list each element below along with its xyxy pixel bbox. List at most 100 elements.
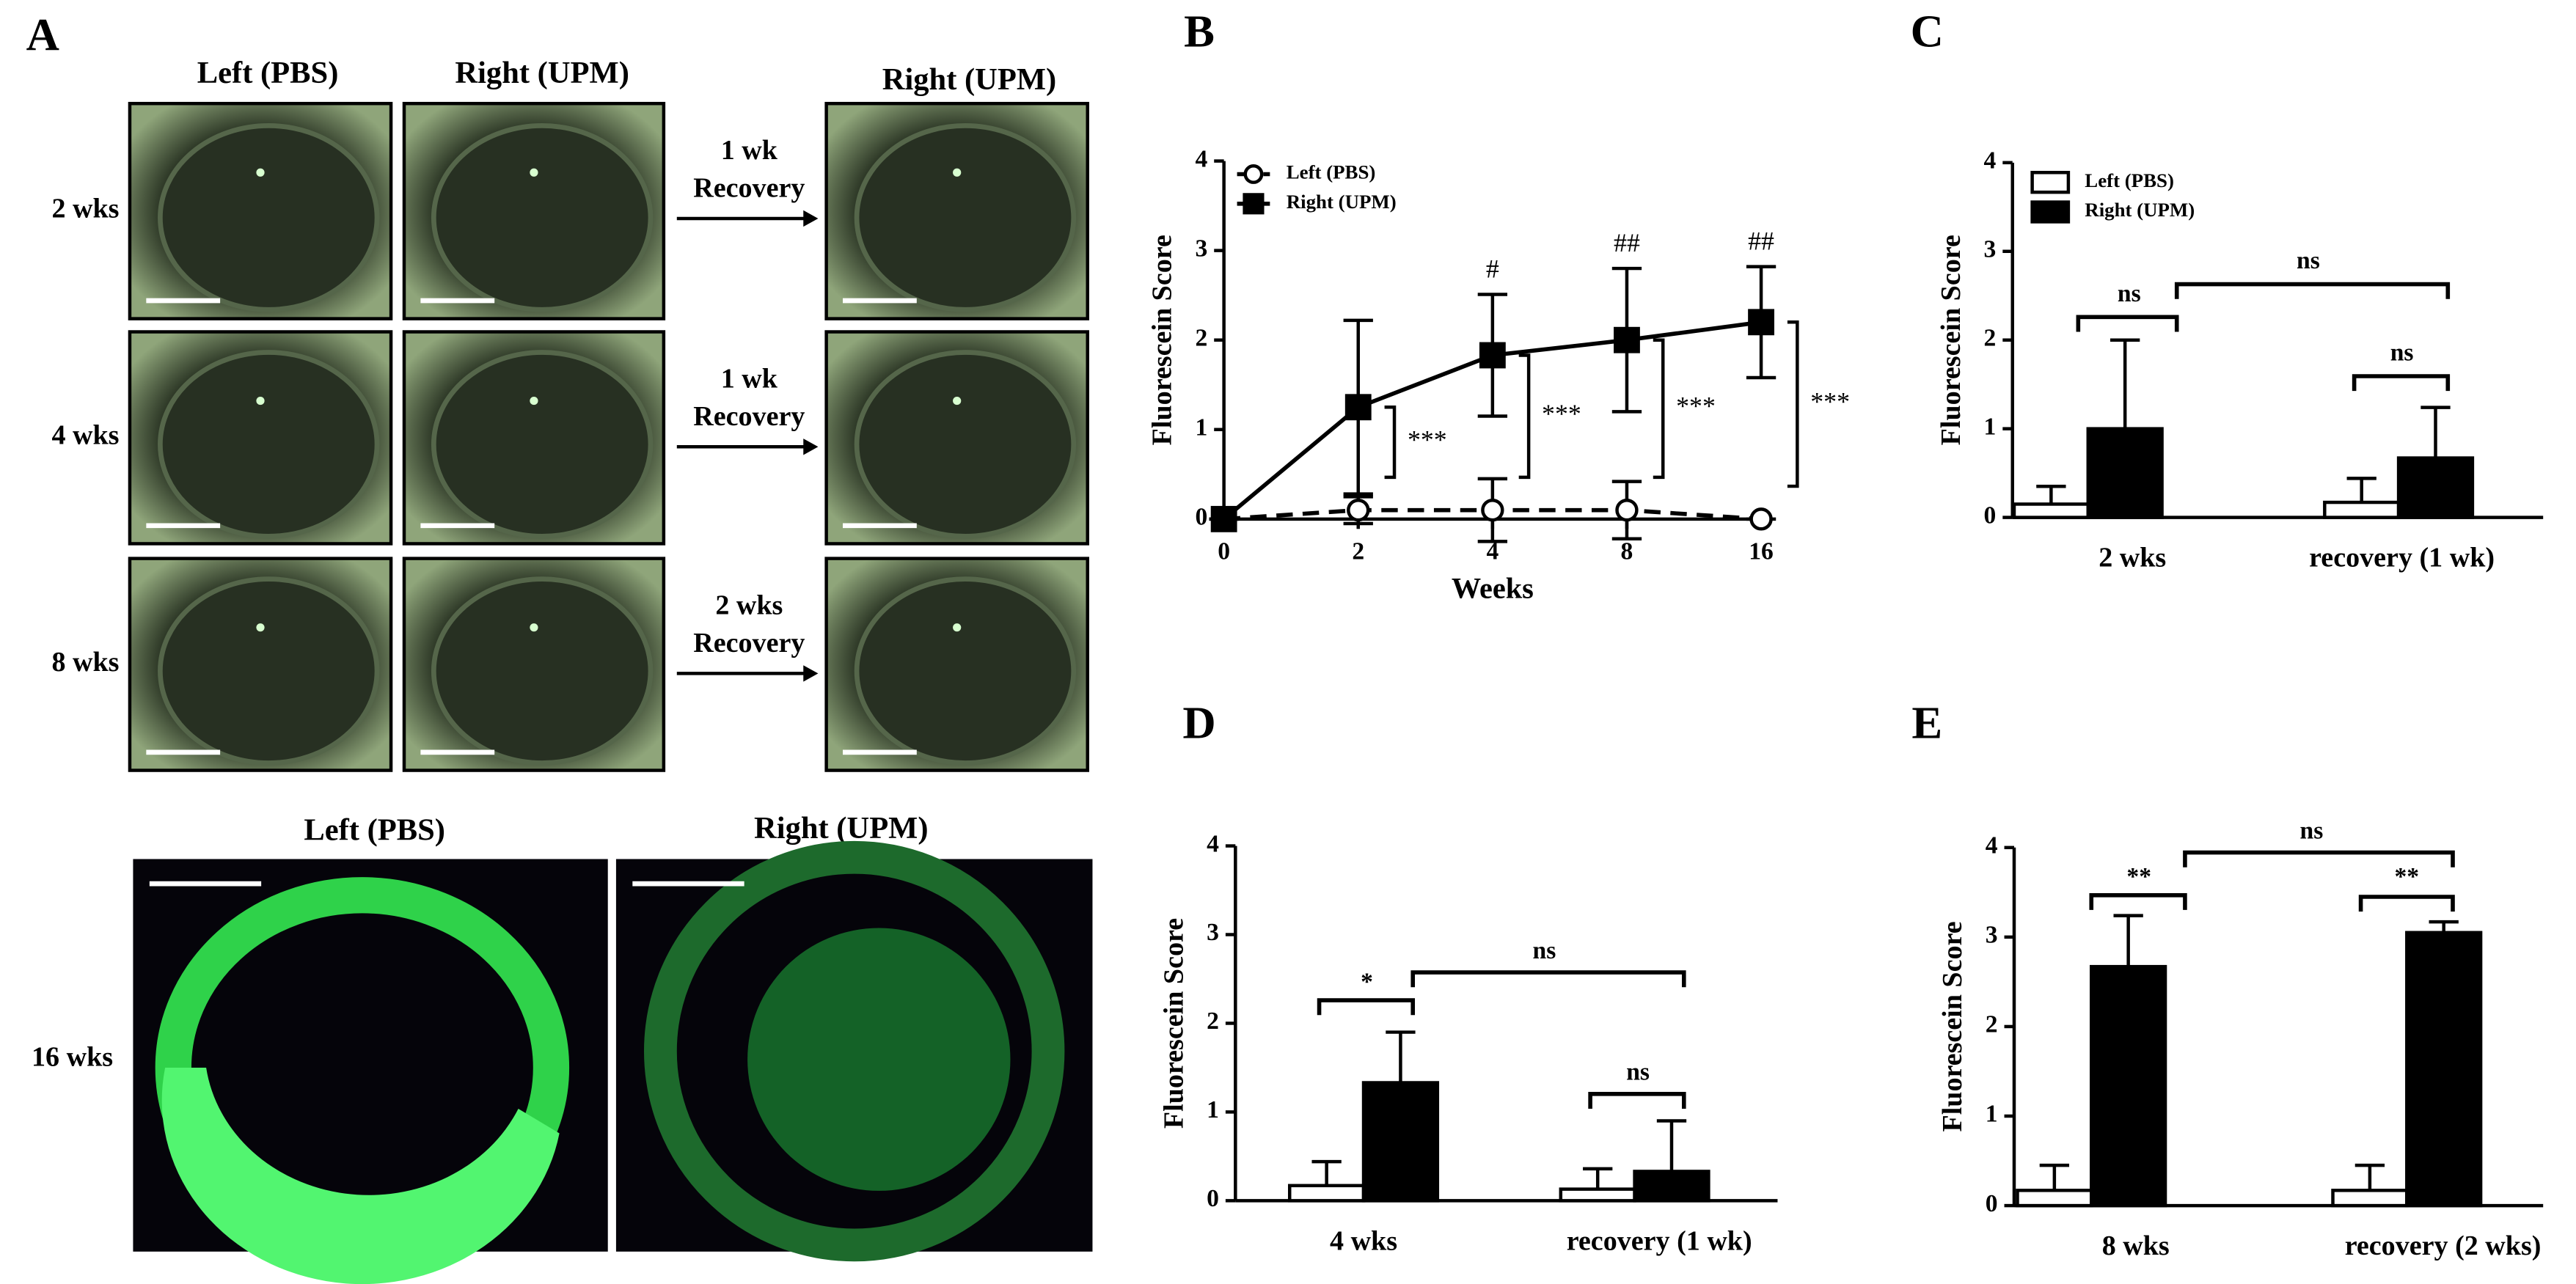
column-header: Left (PBS) [197, 56, 339, 90]
y-tick-label: 2 [1207, 1008, 1219, 1035]
arrowhead [803, 665, 819, 682]
y-tick-label: 3 [1984, 235, 1997, 263]
annotation: *** [1676, 391, 1716, 420]
bar [2012, 502, 2090, 519]
legend-label: Left (PBS) [1287, 161, 1376, 183]
bracket [2174, 282, 2451, 299]
error-bar [1656, 1119, 1687, 1172]
column-header: Right (UPM) [754, 811, 929, 845]
y-tick-label: 4 [1207, 830, 1219, 857]
error-bar [1311, 1159, 1342, 1186]
y-tick-label: 2 [1984, 324, 1997, 351]
recovery-label: Recovery [693, 628, 805, 658]
panel-label: B [1184, 6, 1215, 57]
annotation: ns [1626, 1059, 1650, 1086]
cornea [431, 350, 654, 539]
marker [1749, 507, 1773, 531]
annotation: ## [1748, 226, 1774, 255]
bar [2086, 427, 2164, 519]
cornea [431, 123, 654, 312]
panel-label: A [26, 9, 59, 60]
y-tick-label: 0 [1207, 1185, 1219, 1212]
error-bar [2110, 338, 2140, 429]
error-bar [1386, 1030, 1416, 1083]
panel-label: C [1911, 6, 1944, 57]
bracket [1588, 1091, 1686, 1109]
y-tick-label: 1 [1195, 414, 1207, 441]
annotation: *** [1542, 399, 1581, 428]
reflection [256, 396, 265, 406]
recovery-label: Recovery [693, 173, 805, 204]
legend-swatch [2030, 171, 2071, 194]
y-axis-title: Fluorescein Score [1158, 918, 1189, 1129]
arrowhead [803, 439, 819, 455]
stain-crescent [161, 1067, 560, 1284]
marker [1614, 326, 1640, 353]
legend-label: Left (PBS) [2085, 169, 2174, 191]
marker [1748, 309, 1774, 336]
legend-marker [1243, 164, 1264, 184]
reflection [953, 623, 962, 632]
reflection [256, 623, 265, 632]
marker [1210, 505, 1237, 532]
y-tick-label: 3 [1195, 235, 1207, 262]
legend-label: Right (UPM) [2085, 199, 2195, 221]
error-bar [2113, 914, 2143, 967]
column-header: Right (UPM) [882, 62, 1057, 97]
cornea [854, 350, 1077, 539]
error-bar [2036, 485, 2066, 505]
legend-label: Right (UPM) [1287, 191, 1397, 213]
reflection [953, 396, 962, 406]
x-tick-label: 0 [1218, 538, 1230, 565]
stain-ring [644, 840, 1065, 1262]
bracket [2352, 374, 2451, 392]
row-label: 16 wks [32, 1041, 113, 1072]
x-tick-label: recovery (1 wk) [2309, 543, 2495, 573]
reflection [256, 168, 265, 177]
row-label: 2 wks [51, 194, 119, 224]
x-tick-label: recovery (1 wk) [1567, 1225, 1752, 1256]
y-tick-label: 3 [1986, 922, 1998, 949]
error-bar [2429, 920, 2459, 933]
x-tick-label: 2 [1352, 538, 1364, 565]
annotation: ns [2118, 280, 2141, 307]
bar [1288, 1184, 1366, 1203]
cornea [854, 576, 1077, 766]
row-label: 8 wks [51, 647, 119, 678]
x-tick-label: recovery (2 wks) [2345, 1230, 2542, 1261]
y-axis-title: Fluorescein Score [1936, 235, 1966, 445]
bar [2405, 931, 2483, 1208]
marker [1344, 394, 1372, 421]
arrowhead [803, 210, 819, 227]
bracket [1384, 406, 1397, 480]
bracket [2076, 315, 2179, 332]
annotation: * [1361, 968, 1373, 995]
error-bar [2421, 406, 2451, 458]
reflection [530, 623, 538, 632]
legend-swatch [2030, 200, 2071, 224]
bracket [2358, 895, 2455, 912]
y-tick-label: 1 [1986, 1101, 1998, 1128]
error-bar [2039, 1163, 2070, 1191]
bracket [2183, 850, 2455, 867]
y-tick-label: 1 [1207, 1096, 1219, 1123]
annotation: ** [2126, 863, 2151, 890]
panel-label: E [1911, 697, 1942, 749]
y-tick-label: 3 [1207, 919, 1219, 946]
x-tick-label: 16 [1749, 538, 1774, 565]
x-tick-label: 8 [1621, 538, 1633, 565]
column-header: Right (UPM) [455, 56, 629, 90]
cornea [158, 123, 380, 312]
cornea [854, 123, 1077, 312]
y-axis-title: Fluorescein Score [1937, 921, 1968, 1131]
bar [1361, 1081, 1440, 1203]
bar [2016, 1189, 2093, 1208]
marker [1481, 498, 1504, 522]
recovery-label: 1 wk [721, 363, 778, 394]
bracket [1410, 970, 1686, 988]
row-label: 4 wks [51, 420, 119, 451]
legend-marker [1243, 193, 1265, 215]
bracket [1317, 998, 1416, 1016]
bracket [1653, 338, 1665, 480]
